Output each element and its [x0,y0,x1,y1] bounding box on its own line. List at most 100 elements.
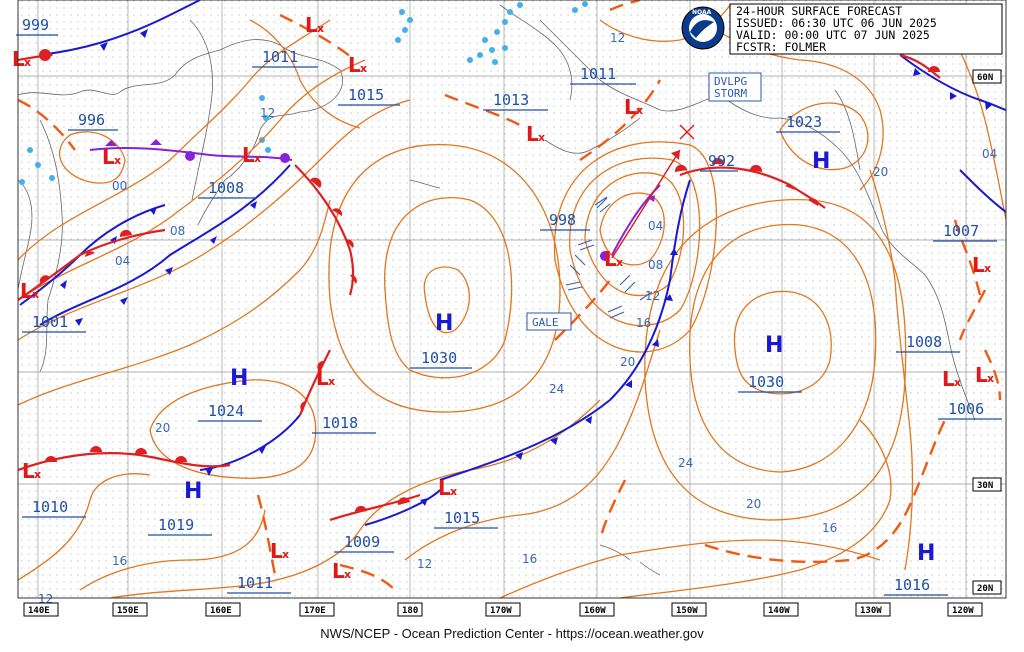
low-center-marker: x [954,376,961,389]
low-pressure-value: 1011 [262,48,298,66]
high-pressure-value: 1024 [208,402,244,420]
low-pressure-value: 1018 [322,414,358,432]
forecaster-name: FCSTR: FOLMER [736,40,826,54]
high-center: H [184,479,202,504]
low-center: L [102,145,115,169]
longitude-axis: 140E 150E 160E 170E 180 170W 160W 150W 1… [23,602,983,617]
low-center-marker: x [984,262,991,275]
forecast-valid: VALID: 00:00 UTC 07 JUN 2025 [736,28,930,42]
storm-warning-line2: STORM [714,87,747,100]
noaa-logo-text: NOAA [692,9,712,16]
low-center-marker: x [987,372,994,385]
high-center: H [917,541,935,566]
lon-label: 160E [210,606,232,616]
latitude-axis: 60N 30N 20N [972,69,1002,595]
low-pressure-value: 1011 [237,574,273,592]
high-pressure-value: 1030 [421,349,457,367]
lon-label: 150E [117,606,139,616]
low-center-marker: x [538,131,545,144]
isobar-label: 12 [610,31,625,45]
high-pressure-value: 1030 [748,373,784,391]
isobar-label: 16 [112,554,127,568]
lon-label: 140E [28,606,50,616]
coastlines [17,4,976,576]
low-pressure-value: 1008 [208,179,244,197]
low-pressure-value: 1009 [344,533,380,551]
sea-ice [19,1,588,185]
low-pressure-value: 1008 [906,333,942,351]
low-pressure-value: 1006 [948,400,984,418]
low-center: L [438,476,451,500]
low-center: L [20,279,33,303]
lat-label: 20N [977,584,993,594]
warning-labels: GALE DVLPG STORM [526,72,762,331]
low-center: L [975,363,988,387]
lon-label: 120W [952,606,974,616]
low-center: L [624,95,637,119]
low-pressure-value: 1015 [348,86,384,104]
footer-credit: NWS/NCEP - Ocean Prediction Center - htt… [320,626,704,641]
isobar-label: 04 [648,219,663,233]
low-pressure-value: 1001 [32,313,68,331]
high-pressure-value: 1023 [786,113,822,131]
low-center-marker: x [328,375,335,388]
isobar-label: 04 [115,254,130,268]
low-center-marker: x [282,548,289,561]
troughs [17,0,1002,591]
low-center-marker: x [24,56,31,69]
isobar-label: 20 [746,497,761,511]
low-center-marker: x [344,568,351,581]
low-center-marker: x [114,154,121,167]
isobar-label: 12 [417,557,432,571]
isobar-label: 12 [260,106,275,120]
noaa-logo: NOAA [681,6,725,50]
low-center: L [242,143,255,167]
isobar-label: 20 [620,355,635,369]
high-center: H [435,311,453,336]
forecast-title: 24-HOUR SURFACE FORECAST [736,4,902,18]
isobar-label: 20 [155,421,170,435]
isobars [17,4,1007,599]
isobar-label: 00 [112,179,127,193]
header-box [729,3,1003,55]
high-center: H [230,366,248,391]
storm-track [611,124,695,259]
map-frame [17,0,1007,599]
low-pressure-value: 998 [549,211,576,229]
isobar-label: 08 [170,224,185,238]
storm-warning-line1: DVLPG [714,75,747,88]
low-pressure-value: 1011 [580,65,616,83]
low-center-marker: x [34,468,41,481]
isobar-label: 08 [648,258,663,272]
low-pressure-value: 1015 [444,509,480,527]
low-pressure-value: 999 [22,16,49,34]
lon-label: 170E [304,606,326,616]
high-pressure-centers: H 1030 H 1024 H 1019 H 1030 H 1023 H 101… [148,113,948,596]
low-pressure-value: 1007 [943,222,979,240]
isobar-label: 24 [678,456,693,470]
low-center: L [604,247,617,271]
isobar-label: 20 [873,165,888,179]
storm-warning-box [708,72,762,102]
low-center: L [305,13,318,37]
low-pressure-value: 1010 [32,498,68,516]
isobar-label: 16 [522,552,537,566]
low-center-marker: x [254,152,261,165]
low-center-marker: x [450,485,457,498]
isobar-label: 12 [645,289,660,303]
isobar-label: 04 [982,147,997,161]
gale-warning-text: GALE [532,316,559,329]
low-center: L [270,539,283,563]
lat-label: 30N [977,481,993,491]
low-pressure-value: 996 [78,111,105,129]
high-center: H [812,149,830,174]
forecast-issued: ISSUED: 06:30 UTC 06 JUN 2025 [736,16,937,30]
low-center: L [22,459,35,483]
low-center: L [316,366,329,390]
low-center: L [972,253,985,277]
high-pressure-value: 1016 [894,576,930,594]
gale-warning-box [526,312,572,331]
lon-label: 180 [402,606,418,616]
isobar-label: 16 [822,521,837,535]
